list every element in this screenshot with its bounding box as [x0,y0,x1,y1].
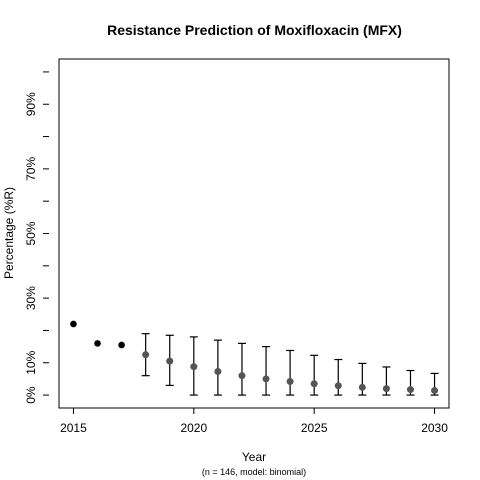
y-axis: 0% 10% 30% 50% 70% 90% [24,71,49,404]
predicted-point [431,387,439,395]
x-tick-label: 2020 [180,421,207,435]
y-tick-label: 10% [24,350,38,374]
observed-point [118,341,125,349]
predicted-point [310,380,318,388]
predicted-point [190,363,198,371]
x-tick-label: 2015 [60,421,87,435]
x-tick-label: 2030 [421,421,448,435]
chart-subtitle: (n = 146, model: binomial) [202,467,306,477]
predicted-point [286,378,294,386]
predicted-point [238,372,246,380]
predicted-point [334,382,342,390]
predicted-point [166,357,174,365]
y-axis-label: Percentage (%R) [2,187,16,279]
observed-point [94,340,101,347]
predicted-point [406,386,414,394]
observed-point [70,320,77,328]
predicted-point [382,385,390,393]
predicted-point [214,367,222,375]
y-tick-label: 90% [24,92,38,116]
y-tick-label: 70% [24,157,38,181]
y-tick-label: 0% [24,386,38,404]
error-bars [141,333,439,396]
x-axis: 2015 2020 2025 2030 [60,408,448,435]
chart-title: Resistance Prediction of Moxifloxacin (M… [107,22,402,38]
predicted-point [262,375,270,383]
y-tick-label: 50% [24,221,38,245]
x-axis-label: Year [242,450,266,464]
y-tick-label: 30% [24,286,38,310]
predicted-point [142,351,150,359]
plot-frame [58,58,450,409]
predicted-point [358,383,366,391]
data-points [70,320,439,395]
x-tick-label: 2025 [301,421,328,435]
